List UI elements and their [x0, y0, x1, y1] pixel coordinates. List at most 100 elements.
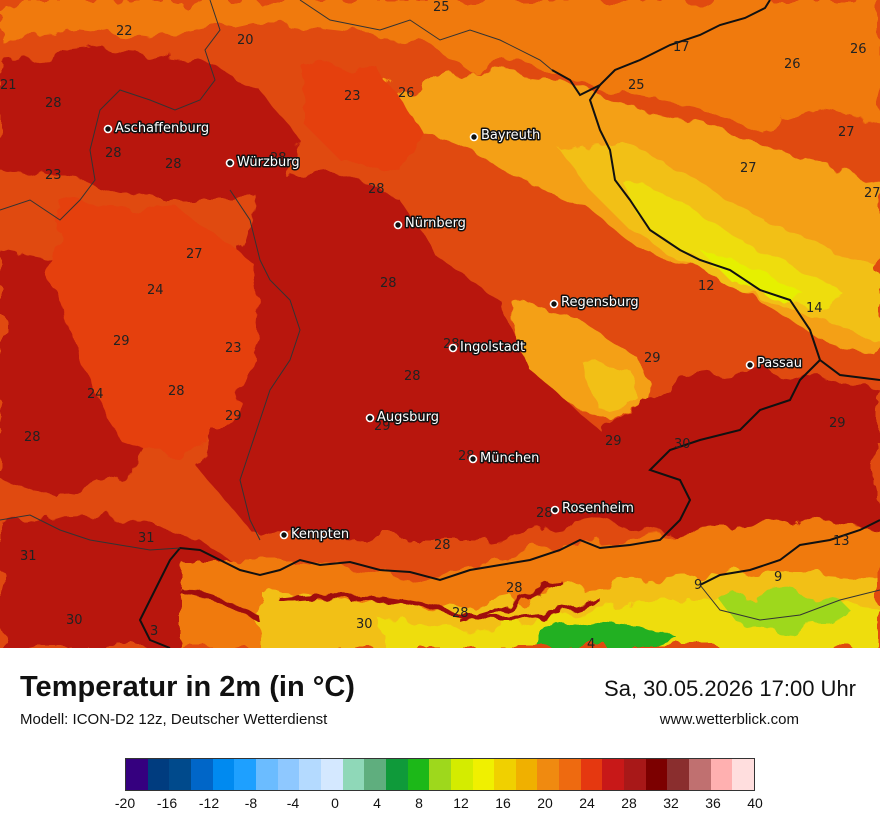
temp-label: 20: [237, 33, 254, 48]
color-scale-segment: [342, 759, 365, 790]
color-scale-segment: [689, 759, 711, 790]
color-scale-segment: [559, 759, 581, 790]
temperature-map: 25 22 20 17 26 21 28 23 26 25 26 28 28 2…: [0, 0, 880, 648]
state-borders: [0, 0, 880, 621]
color-scale-segment: [126, 759, 148, 790]
city-dot: [448, 343, 458, 353]
city-label: Ingolstadt: [460, 340, 525, 355]
city-dot: [279, 530, 289, 540]
border-austria-inner: [699, 584, 880, 621]
city-dot: [225, 158, 235, 168]
alpine-valleys: [179, 577, 601, 623]
temp-label: 31: [20, 549, 37, 564]
region-alps-green: [540, 620, 680, 648]
color-scale-segment: [472, 759, 495, 790]
temp-label: 21: [0, 78, 17, 93]
temp-label: 28: [368, 182, 385, 197]
temp-label: 13: [833, 534, 850, 549]
temp-label: 26: [850, 42, 867, 57]
region-red-orange-west: [50, 200, 260, 460]
temp-label: 27: [838, 125, 855, 140]
temp-label: 25: [433, 0, 450, 15]
map-footer: Temperatur in 2m (in °C) Modell: ICON-D2…: [0, 648, 880, 830]
forecast-datetime: Sa, 30.05.2026 17:00 Uhr: [604, 676, 856, 701]
temp-label: 25: [628, 78, 645, 93]
temp-label: 30: [356, 617, 373, 632]
temp-label: 23: [225, 341, 242, 356]
region-yellow-green: [700, 250, 800, 300]
temp-label: 29: [225, 409, 242, 424]
color-scale-bar: [125, 758, 755, 791]
temperature-labels: 25 22 20 17 26 21 28 23 26 25 26 28 28 2…: [0, 0, 880, 648]
color-scale-tick-label: 0: [331, 795, 339, 811]
temp-label: 27: [864, 186, 880, 201]
temp-label: 28: [165, 157, 182, 172]
color-scale-segment: [255, 759, 278, 790]
temp-label: 9: [774, 570, 782, 585]
city-wuerzburg: Würzburg: [225, 154, 301, 172]
city-dot: [549, 299, 559, 309]
temp-label: 24: [147, 283, 164, 298]
model-credit: Modell: ICON-D2 12z, Deutscher Wetterdie…: [20, 711, 328, 728]
region-yellow-orange-danube: [580, 360, 640, 410]
temp-label: 27: [186, 247, 203, 262]
city-label: Augsburg: [377, 410, 439, 425]
temp-label: 28: [168, 384, 185, 399]
city-ingolstadt: Ingolstadt: [448, 339, 527, 357]
city-label: Regensburg: [561, 295, 639, 310]
temp-label: 29: [829, 416, 846, 431]
city-markers: Aschaffenburg Würzburg Bayreuth Nürnberg…: [103, 120, 803, 544]
color-scale-segment: [602, 759, 625, 790]
map-title: Temperatur in 2m (in °C): [20, 671, 355, 703]
alpine-valley-1: [279, 594, 601, 621]
temp-label: 28: [404, 369, 421, 384]
city-kempten: Kempten: [279, 526, 351, 544]
color-scale-segment: [320, 759, 343, 790]
region-orange-north: [0, 0, 880, 130]
temp-label: 28: [105, 146, 122, 161]
color-scale-segment: [364, 759, 386, 790]
city-nuernberg: Nürnberg: [393, 215, 467, 233]
temp-label: 22: [116, 24, 133, 39]
temp-label: 31: [138, 531, 155, 546]
city-muenchen: München: [468, 450, 541, 468]
color-scale-tick-label: 8: [415, 795, 423, 811]
color-scale-segment: [580, 759, 603, 790]
border-hesse: [0, 0, 221, 221]
city-label: Passau: [757, 356, 802, 371]
color-scale-segment: [169, 759, 191, 790]
city-aschaffenburg: Aschaffenburg: [103, 120, 211, 138]
region-red-orange-mid: [300, 60, 420, 170]
temp-label: 26: [784, 57, 801, 72]
color-scale-segment: [645, 759, 668, 790]
border-czech-south: [588, 84, 880, 381]
color-scale-tick-label: 20: [537, 795, 553, 811]
city-dot: [468, 454, 478, 464]
color-scale-tick-label: -12: [198, 795, 220, 811]
region-deep-red-core: [200, 170, 880, 560]
temp-label: 17: [673, 40, 690, 55]
color-scale-segment: [385, 759, 408, 790]
city-dot: [365, 413, 375, 423]
city-dot: [393, 220, 403, 230]
temp-label: 9: [694, 578, 702, 593]
temp-label: 28: [506, 581, 523, 596]
border-austria-east: [699, 519, 880, 586]
temp-label: 29: [113, 334, 130, 349]
temp-label: 23: [344, 89, 361, 104]
color-scale-segment: [624, 759, 646, 790]
border-bw-west: [0, 514, 181, 551]
color-scale-tick-label: 4: [373, 795, 381, 811]
temp-label: 27: [740, 161, 757, 176]
temp-label: 4: [587, 637, 595, 648]
temp-label: 30: [674, 437, 691, 452]
region-yellow: [620, 180, 840, 310]
website-link[interactable]: www.wetterblick.com: [659, 711, 799, 728]
temp-label: 26: [398, 86, 415, 101]
color-scale-segment: [667, 759, 690, 790]
region-deep-red-nw: [0, 50, 300, 200]
color-scale-segment: [515, 759, 538, 790]
color-scale-ticks: -20 -16 -12 -8 -4 0 4 8 12 16 20 24 28 32 36 40: [115, 795, 763, 815]
city-label: Nürnberg: [405, 216, 466, 231]
city-dot: [550, 505, 560, 515]
